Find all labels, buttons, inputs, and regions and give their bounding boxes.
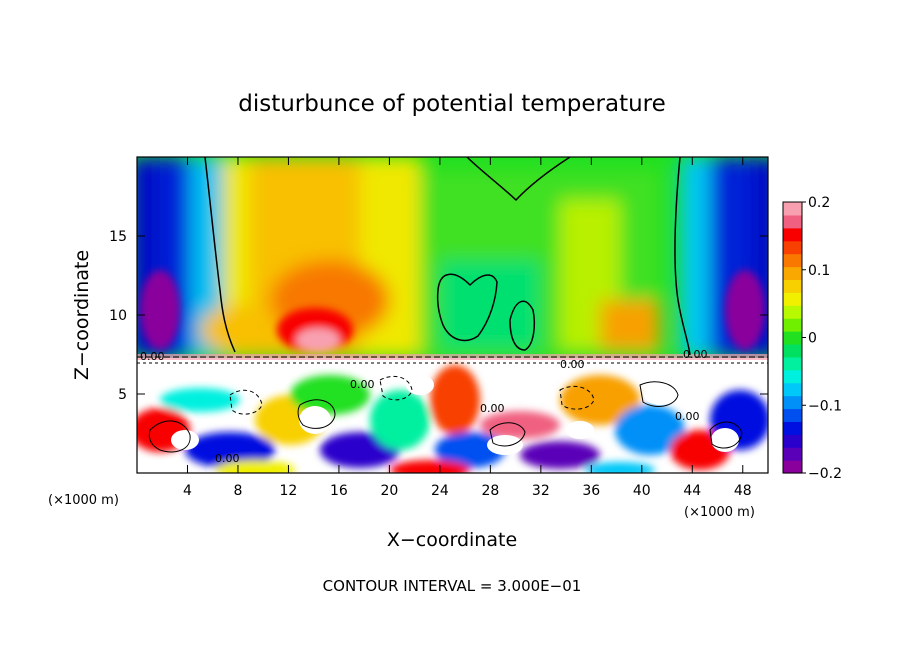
colorbar-swatch — [783, 202, 802, 216]
colorbar-tick-label: 0.2 — [808, 195, 830, 211]
colorbar-tick-label: −0.1 — [808, 398, 842, 414]
contour-label: 0.00 — [350, 378, 375, 391]
y-tick-label: 10 — [109, 308, 127, 324]
x-tick-label: 24 — [431, 483, 449, 499]
contour-label: 0.00 — [683, 348, 708, 361]
x-tick-label: 12 — [280, 483, 298, 499]
colorbar-swatch — [783, 227, 802, 242]
y-axis-label: Z−coordinate — [71, 250, 93, 380]
x-tick-label: 4 — [183, 483, 192, 499]
y-tick-label: 5 — [118, 387, 127, 403]
contour-label: 0.00 — [560, 358, 585, 371]
chart-title: disturbunce of potential temperature — [238, 91, 666, 117]
colorbar-swatch — [783, 460, 802, 474]
contour-label: 0.00 — [480, 402, 505, 415]
colorbar-swatch — [783, 305, 802, 319]
x-tick-label: 16 — [330, 483, 348, 499]
x-tick-label: 44 — [683, 483, 701, 499]
colorbar-ticks: 0.2 0.1 0 −0.1 −0.2 — [802, 195, 842, 482]
x-tick-label: 20 — [380, 483, 398, 499]
colorbar-swatch — [783, 240, 802, 255]
colorbar-swatch — [783, 266, 802, 281]
colorbar-swatch — [783, 214, 802, 229]
colorbar-swatch — [783, 356, 802, 371]
y-axis: 5 10 15 — [109, 229, 768, 403]
contour-label: 0.00 — [215, 452, 240, 465]
colorbar-swatch — [783, 382, 802, 397]
colorbar-swatch — [783, 292, 802, 306]
colorbar-swatch — [783, 343, 802, 358]
x-tick-label: 32 — [532, 483, 550, 499]
colorbar-swatch — [783, 434, 802, 448]
x-axis: 4 8 12 16 20 24 28 32 36 40 44 48 — [183, 157, 752, 499]
x-unit-label-left: (×1000 m) — [48, 493, 119, 508]
x-tick-label: 8 — [233, 483, 242, 499]
colorbar-tick-label: 0.1 — [808, 263, 830, 279]
colorbar-swatch — [783, 331, 802, 345]
colorbar-tick-label: 0 — [808, 331, 817, 347]
colorbar-swatch — [783, 395, 802, 410]
contour-label: 0.00 — [140, 350, 165, 363]
contour-label: 0.00 — [675, 410, 700, 423]
x-tick-label: 48 — [734, 483, 752, 499]
colorbar-swatch — [783, 421, 802, 435]
x-tick-label: 40 — [633, 483, 651, 499]
heatmap-field: 0.00 0.00 0.00 0.00 0.00 0.00 0.00 — [137, 157, 768, 473]
y-tick-label: 15 — [109, 229, 127, 245]
colorbar-swatch — [783, 447, 802, 461]
x-axis-label: X−coordinate — [387, 529, 517, 551]
x-unit-label-right: (×1000 m) — [684, 505, 755, 520]
colorbar-tick-label: −0.2 — [808, 466, 842, 482]
x-tick-label: 36 — [582, 483, 600, 499]
x-tick-label: 28 — [481, 483, 499, 499]
colorbar-swatch — [783, 369, 802, 384]
colorbar-swatch — [783, 318, 802, 332]
colorbar-swatch — [783, 408, 802, 422]
contour-interval-note: CONTOUR INTERVAL = 3.000E−01 — [323, 577, 582, 595]
colorbar — [782, 201, 803, 474]
colorbar-swatch — [783, 279, 802, 293]
colorbar-swatch — [783, 253, 802, 268]
